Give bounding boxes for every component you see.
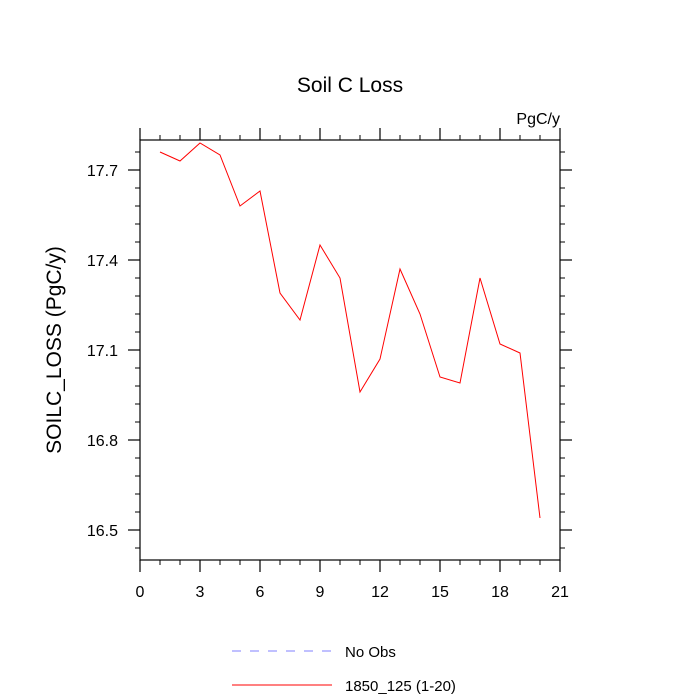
y-tick-label: 17.7: [87, 163, 118, 180]
x-tick-label: 15: [431, 584, 449, 601]
y-axis-label: SOILC_LOSS (PgC/y): [43, 246, 66, 454]
y-tick-labels: 16.5 16.8 17.1 17.4 17.7: [87, 163, 118, 540]
y-tick-label: 16.5: [87, 523, 118, 540]
x-tick-label: 12: [371, 584, 389, 601]
plot-frame: [139, 139, 561, 561]
x-tick-label: 9: [316, 584, 325, 601]
legend: No Obs 1850_125 (1-20): [232, 644, 456, 695]
x-tick-label: 21: [551, 584, 569, 601]
y-tick-label: 17.1: [87, 343, 118, 360]
data-series: [159, 142, 541, 519]
y-tick-label: 17.4: [87, 253, 118, 270]
legend-label-no-obs: No Obs: [345, 644, 396, 661]
axis-ticks: [128, 128, 572, 572]
x-tick-labels: 0 3 6 9 12 15 18 21: [136, 584, 569, 601]
chart-title: Soil C Loss: [297, 74, 403, 97]
series-line-0: [159, 142, 541, 519]
legend-label-1850-125: 1850_125 (1-20): [345, 678, 456, 695]
units-label: PgC/y: [516, 111, 560, 128]
x-tick-label: 18: [491, 584, 509, 601]
y-tick-label: 16.8: [87, 433, 118, 450]
x-tick-label: 0: [136, 584, 145, 601]
x-tick-label: 3: [196, 584, 205, 601]
x-tick-label: 6: [256, 584, 265, 601]
